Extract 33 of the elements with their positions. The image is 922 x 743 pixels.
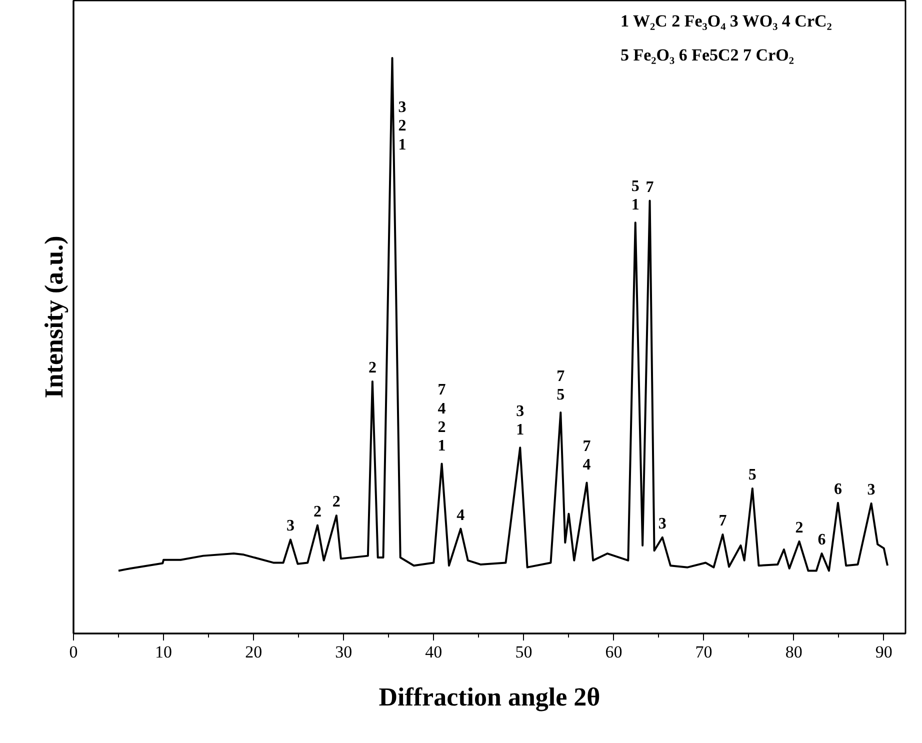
x-tick-label: 60 [605,642,622,662]
x-tick-label: 10 [155,642,172,662]
x-tick-label: 30 [335,642,352,662]
annotation: 4 [456,506,465,524]
annotation: 3 2 1 [398,99,406,154]
x-tick-label: 0 [69,642,78,662]
annotation: 2 [332,494,340,511]
annotation: 5 1 [631,178,640,214]
x-tick-label: 20 [245,642,262,662]
annotation: 3 [658,515,666,532]
x-tick-label: 70 [695,642,712,662]
annotation: 7 [718,512,727,530]
x-tick-label: 40 [425,642,442,662]
annotation: 6 [818,532,826,549]
y-axis-title: Intensity (a.u.) [40,236,68,398]
x-tick-label: 80 [785,642,802,662]
annotation: 6 [834,480,842,498]
annotation: 2 [795,519,804,536]
annotation: 5 [748,466,756,484]
annotation: 3 [867,481,876,498]
x-tick-label: 50 [515,642,532,662]
annotation: 5 Fe₂O₃ 6 Fe5C2 7 CrO₂ [620,46,794,64]
annotation: 7 [646,178,654,196]
annotation: 3 [286,518,295,535]
text: 1 W₂C 2 Fe₃O₄ 3 WO₃ 4 CrC₂ [620,12,832,30]
annotation: 2 [368,359,376,376]
annotation: 7 5 [556,368,565,404]
x-tick-label: 90 [875,642,892,662]
annotation: 7 4 2 1 [438,382,446,455]
annotation: 3 1 [516,402,524,439]
annotation: 2 [314,503,322,520]
x-axis-title: Diffraction angle 2θ [378,682,600,712]
annotation: 7 4 [582,438,591,474]
